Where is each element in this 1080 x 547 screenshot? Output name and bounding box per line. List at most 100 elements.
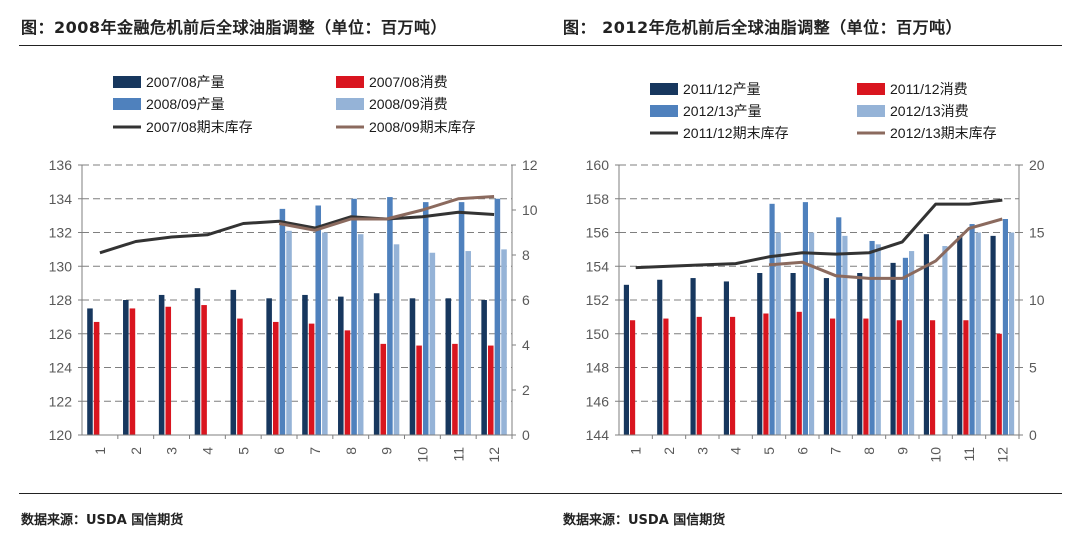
left-bar-1 [158,294,165,435]
left-legend-label: 2007/08期末库存 [146,119,253,135]
right-bar-2 [863,318,869,435]
right-right-tick-label: 15 [1029,225,1045,241]
left-bar-2 [452,343,458,435]
left-bar-4 [465,251,471,435]
right-bar-3 [802,202,808,435]
right-left-tick-label: 150 [586,326,610,342]
left-bar-1 [373,293,380,435]
right-bar-1 [790,273,796,435]
right-legend-swatch [857,83,885,95]
right-bar-1 [823,278,829,435]
left-left-tick-label: 130 [49,258,73,274]
left-bar-4 [501,249,507,435]
left-bar-4 [322,232,328,435]
left-bar-2 [237,318,243,435]
right-right-tick-label: 0 [1029,427,1037,443]
bottom-rule [19,493,1062,494]
right-bar-2 [663,318,669,435]
right-category-label: 11 [961,447,977,462]
right-bar-4 [842,235,848,435]
right-bar-2 [830,318,836,435]
left-bar-1 [302,294,308,435]
left-legend-label: 2008/09期末库存 [369,119,476,135]
right-bar-1 [923,234,929,435]
left-legend-label: 2007/08消费 [369,74,448,90]
left-bar-3 [315,205,322,435]
left-bar-1 [194,288,201,435]
right-chart-title: 图： 2012年危机前后全球油脂调整（单位：百万吨） [563,18,963,37]
left-legend-label: 2008/09消费 [369,96,448,112]
left-bar-2 [272,321,279,435]
left-bar-1 [266,298,272,435]
right-bar-2 [963,320,969,435]
left-bar-3 [458,202,465,435]
left-legend-swatch [113,76,141,88]
left-bar-2 [165,306,172,435]
right-bar-3 [1002,219,1008,435]
right-legend-swatch [857,105,885,117]
left-bar-2 [93,321,100,435]
left-bar-1 [338,296,344,435]
left-line-1 [99,210,495,255]
left-right-tick-label: 2 [522,382,530,398]
right-source-note: 数据来源：USDA 国信期货 [563,513,726,528]
right-left-tick-label: 152 [586,292,610,308]
right-bar-4 [975,232,981,435]
left-bar-3 [351,198,357,435]
right-legend-label: 2011/12消费 [890,81,968,97]
right-bar-4 [909,251,915,435]
left-bar-1 [481,300,487,435]
left-legend-swatch [113,98,141,110]
left-bar-3 [422,202,429,435]
right-category-label: 1 [628,447,644,455]
left-category-label: 4 [199,447,215,455]
left-bar-2 [380,343,387,435]
left-right-tick-label: 12 [522,157,538,173]
right-legend-swatch [650,105,678,117]
left-left-tick-label: 134 [49,191,73,207]
left-right-tick-label: 4 [522,337,530,353]
left-right-tick-label: 6 [522,292,530,308]
left-bar-1 [230,289,237,435]
right-bar-1 [857,273,863,435]
right-legend-label: 2012/13产量 [683,103,762,119]
right-left-tick-label: 154 [586,258,610,274]
left-bar-3 [279,208,286,435]
right-line-1 [635,198,1003,270]
right-legend-swatch [650,83,678,95]
left-bar-1 [87,308,93,435]
right-category-label: 5 [761,447,777,455]
left-legend-swatch [336,76,364,88]
right-bar-1 [690,278,696,435]
top-rule [19,45,1062,46]
right-bar-2 [996,333,1002,435]
right-legend-label: 2012/13消费 [890,103,969,119]
right-category-label: 12 [994,447,1010,463]
right-right-tick-label: 20 [1029,157,1045,173]
right-legend-label: 2011/12产量 [683,81,761,97]
left-bar-4 [393,244,400,435]
right-bar-3 [836,217,842,435]
right-right-tick-label: 5 [1029,360,1037,376]
right-bar-4 [775,232,781,435]
left-right-tick-label: 0 [522,427,530,443]
left-bar-4 [357,234,364,435]
left-bar-1 [123,300,129,435]
right-bar-1 [657,279,663,435]
right-bar-2 [930,320,936,435]
right-category-label: 6 [794,447,810,455]
left-left-tick-label: 136 [49,157,73,173]
left-category-label: 3 [164,447,180,455]
left-bar-2 [487,345,494,435]
left-left-tick-label: 120 [49,427,73,443]
left-bar-4 [429,252,436,435]
right-category-label: 7 [828,447,844,455]
left-category-label: 5 [235,447,251,455]
right-bar-2 [763,313,769,435]
left-left-tick-label: 124 [49,360,73,376]
right-bar-3 [769,203,775,435]
left-bar-4 [286,230,292,435]
